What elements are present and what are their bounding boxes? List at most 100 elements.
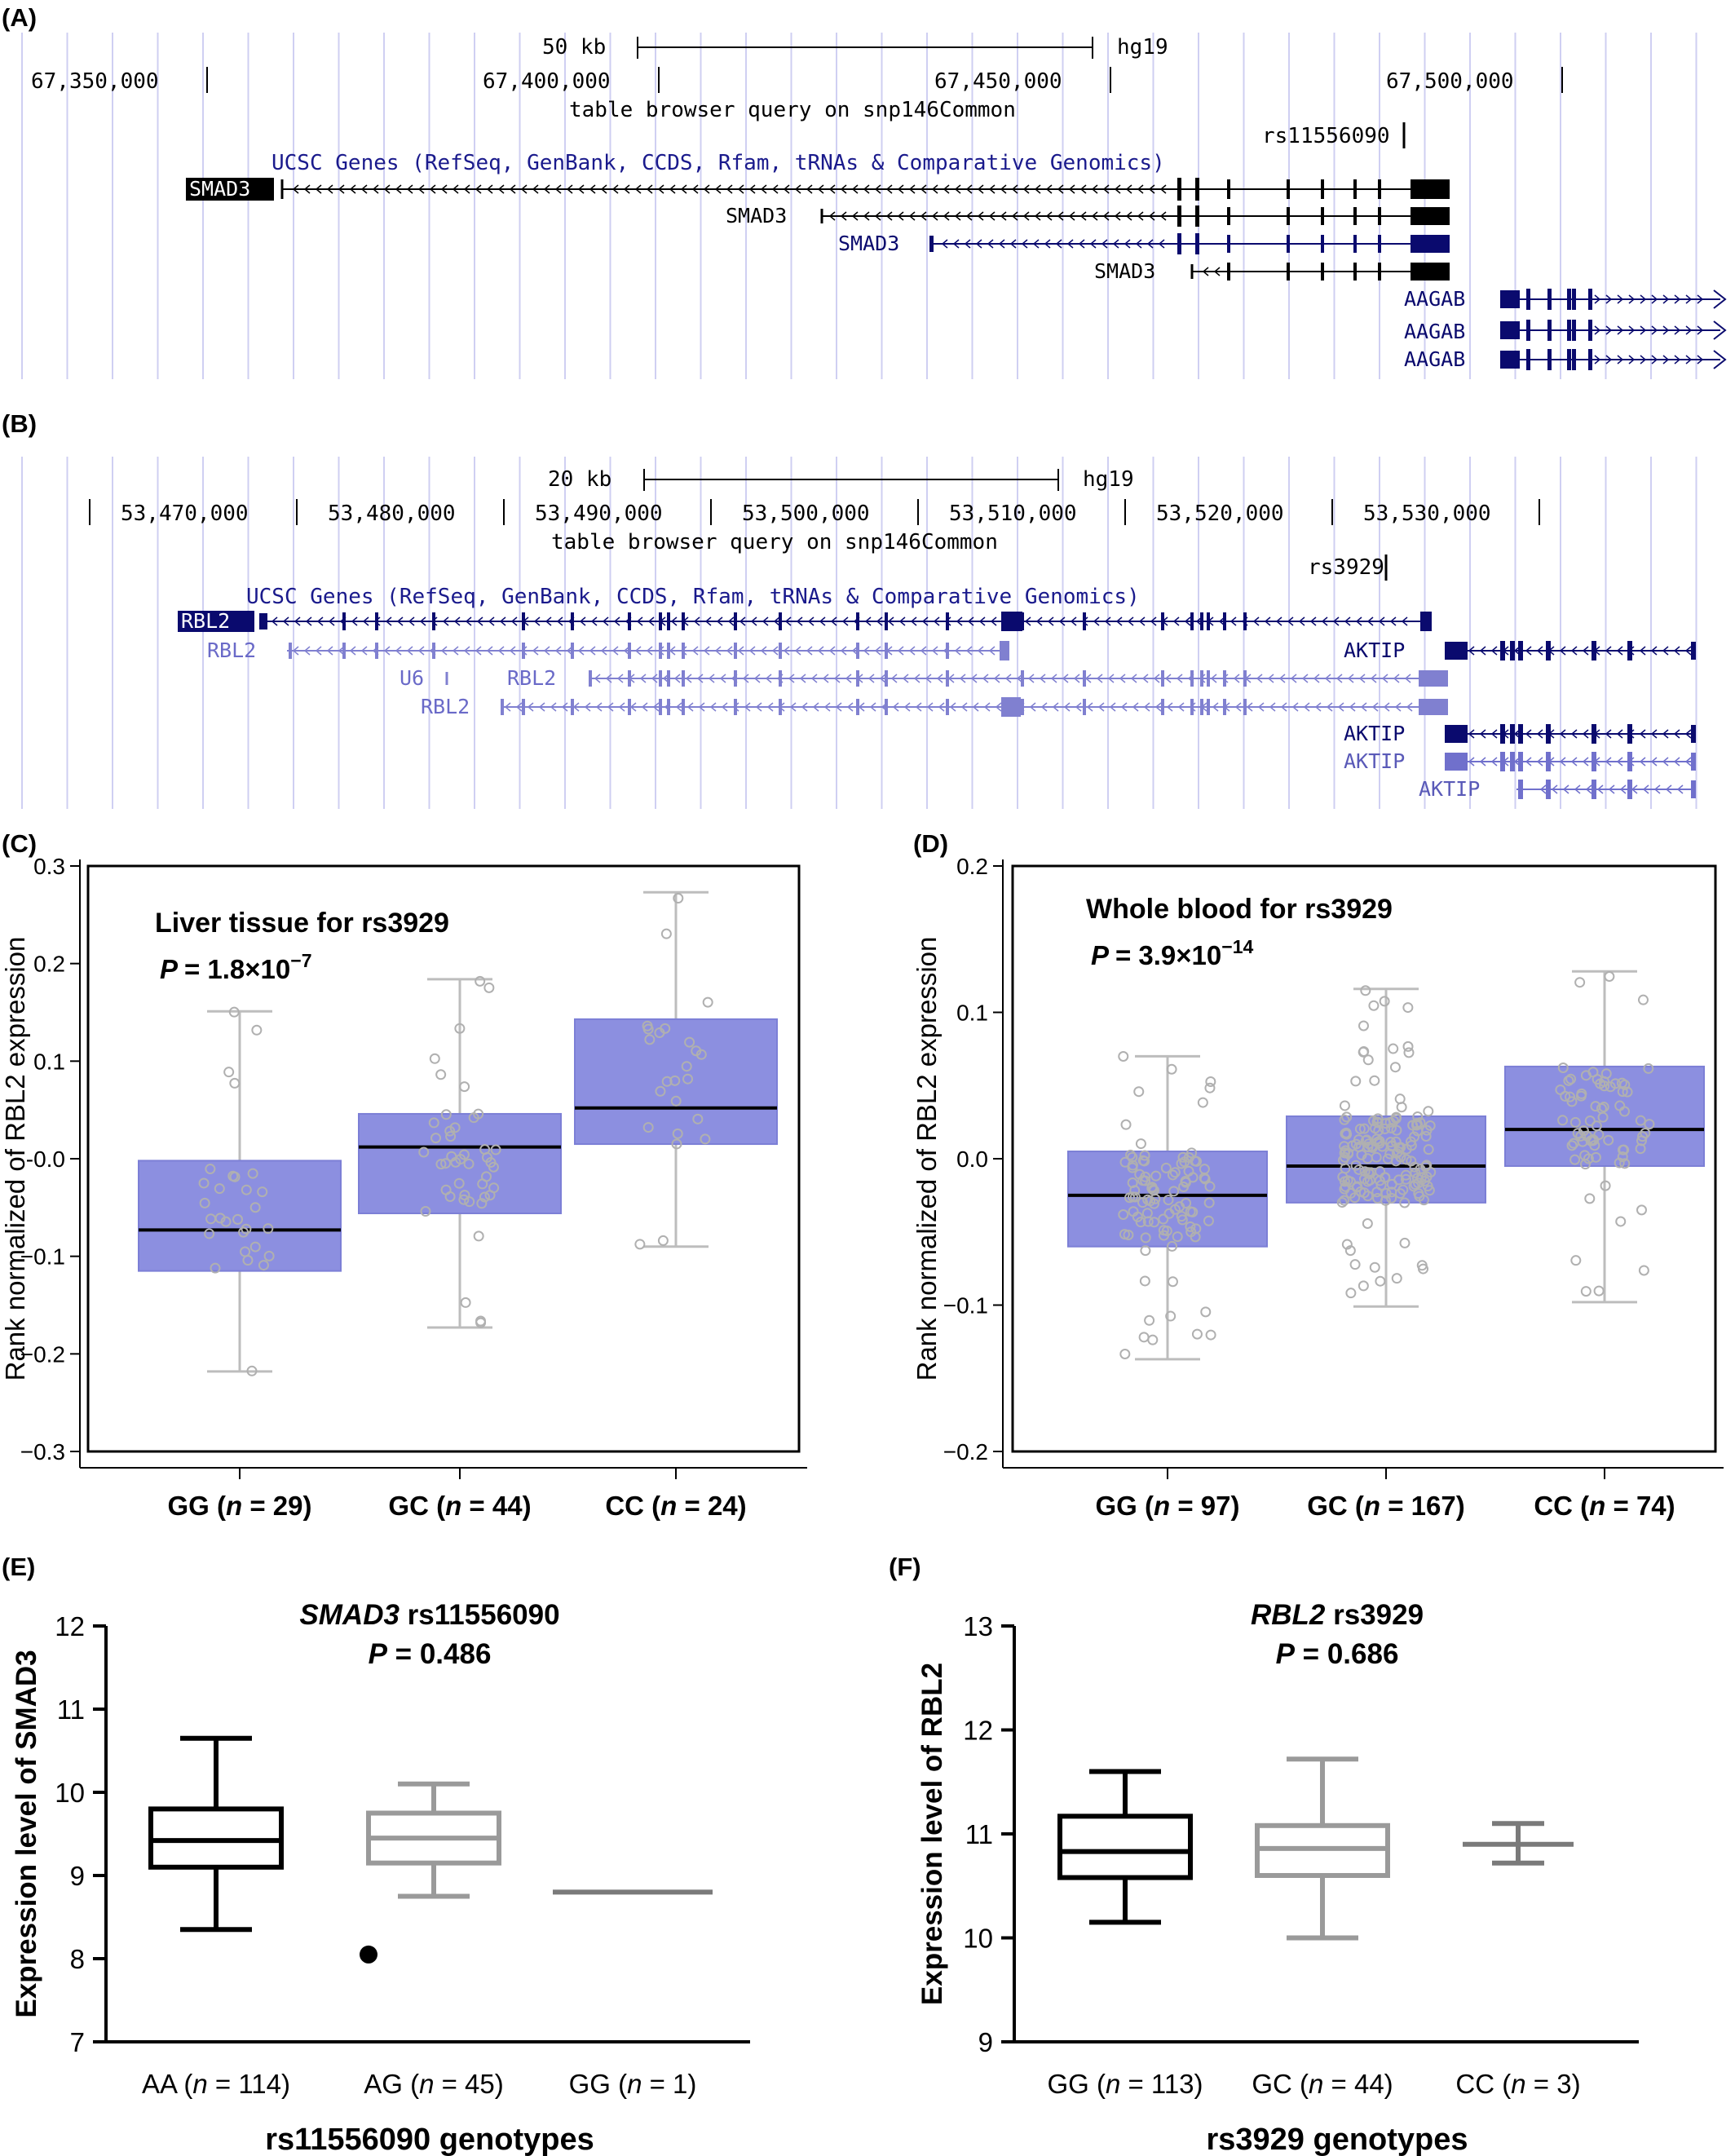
data-point <box>634 1239 646 1250</box>
gene-label-aktip-1: AKTIP <box>1344 638 1405 662</box>
data-point <box>669 1075 681 1086</box>
transcript-aktip-2[interactable] <box>1445 724 1696 744</box>
aagab-transcripts: AAGAB AAGAB AAGAB <box>1404 287 1727 371</box>
data-point <box>479 1191 490 1203</box>
data-point <box>1563 1075 1574 1086</box>
transcript-rbl2-4[interactable] <box>501 697 1448 717</box>
data-point <box>1149 1217 1160 1228</box>
data-point <box>1619 1158 1631 1169</box>
data-point <box>1169 1204 1181 1215</box>
data-point <box>1146 1182 1158 1193</box>
x-tick-label: GG (n = 97) <box>1096 1491 1240 1521</box>
data-point <box>1622 1086 1633 1098</box>
data-point <box>1167 1169 1178 1181</box>
transcript-rbl2-2[interactable] <box>287 641 1009 660</box>
data-point <box>228 1006 240 1018</box>
y-tick-label: 12 <box>963 1716 993 1746</box>
data-point <box>1614 1157 1625 1169</box>
data-point <box>1386 1178 1397 1190</box>
gene-label-rbl2-4: RBL2 <box>421 695 470 718</box>
data-point <box>1576 1088 1587 1099</box>
data-point <box>1569 1116 1581 1128</box>
data-point <box>463 1158 475 1169</box>
data-point <box>473 1108 484 1120</box>
transcript-smad3-4[interactable] <box>1190 263 1450 281</box>
data-point <box>232 1213 244 1225</box>
transcript-smad3-1[interactable] <box>280 178 1450 201</box>
transcript-aagab-3[interactable] <box>1500 349 1727 370</box>
transcript-rbl2-3[interactable] <box>589 670 1448 687</box>
transcript-smad3-3[interactable] <box>929 233 1450 254</box>
data-point <box>453 1177 465 1189</box>
data-point <box>671 1138 682 1150</box>
data-point <box>1147 1334 1159 1345</box>
data-point <box>435 1069 447 1080</box>
x-tick-label: GC (n = 44) <box>1252 2069 1393 2099</box>
box-3: GG (n = 1) <box>553 1889 713 2099</box>
panel-a-label: (A) <box>2 3 37 32</box>
scale-text-a: 50 kb <box>542 35 606 60</box>
panel-d-label: (D) <box>913 829 948 858</box>
data-point <box>1138 1332 1150 1343</box>
data-point <box>1637 994 1649 1005</box>
data-point <box>660 928 672 939</box>
y-tick-label: 9 <box>70 1861 85 1891</box>
transcript-smad3-2[interactable] <box>820 205 1450 227</box>
data-point <box>1399 1237 1411 1248</box>
data-point <box>1349 1259 1361 1270</box>
data-point <box>1565 1091 1576 1102</box>
position-b-2: 53,480,000 <box>328 501 456 526</box>
panel-e-label: (E) <box>2 1553 35 1581</box>
y-axis-label: Expression level of RBL2 <box>916 1663 948 2005</box>
data-point <box>1124 1192 1136 1204</box>
data-point <box>440 1158 452 1169</box>
data-point <box>1419 1161 1431 1173</box>
data-point <box>673 893 684 904</box>
data-point <box>1140 1245 1151 1257</box>
data-point <box>1369 1075 1380 1086</box>
data-point <box>1393 1146 1404 1157</box>
position-b-4: 53,500,000 <box>742 501 870 526</box>
gene-label-smad3-3: SMAD3 <box>838 232 899 255</box>
transcript-aktip-3[interactable] <box>1445 752 1696 771</box>
data-point <box>484 1190 496 1201</box>
data-point <box>1424 1120 1436 1131</box>
data-point <box>657 1235 669 1246</box>
panel-f-label: (F) <box>889 1553 921 1581</box>
data-point <box>1637 1131 1649 1142</box>
transcript-aktip-1[interactable] <box>1445 641 1696 660</box>
x-tick-label: GG (n = 29) <box>168 1491 312 1521</box>
data-point <box>1185 1226 1197 1238</box>
data-point <box>199 1197 210 1208</box>
gene-label-rbl2-1: RBL2 <box>181 609 230 633</box>
y-tick-label: 11 <box>965 1819 993 1849</box>
data-point <box>1354 1123 1366 1134</box>
x-axis-label: rs3929 genotypes <box>1206 2123 1468 2156</box>
data-point <box>1565 1073 1577 1085</box>
data-point <box>1372 1113 1384 1124</box>
panel-a-genome-browser: (A) 50 kb hg19 67,350,000 67,400,000 67,… <box>2 3 1735 379</box>
y-tick-label: 8 <box>70 1944 85 1974</box>
data-point <box>1339 1195 1350 1206</box>
data-point <box>1118 1209 1129 1221</box>
data-point <box>1600 1180 1611 1191</box>
position-b-5: 53,510,000 <box>949 501 1077 526</box>
data-point <box>1345 1288 1357 1299</box>
data-point <box>1399 1197 1411 1208</box>
transcript-aagab-2[interactable] <box>1500 320 1727 341</box>
data-point <box>1600 1068 1612 1080</box>
iqr-box <box>148 1806 284 1870</box>
transcript-aagab-1[interactable] <box>1500 289 1727 310</box>
iqr-box <box>574 1018 778 1146</box>
data-point <box>1127 1151 1138 1163</box>
data-point <box>1200 1306 1212 1318</box>
transcript-rbl2-1[interactable] <box>259 612 1432 631</box>
data-point <box>1415 1172 1427 1183</box>
p-value: P = 1.8×10−7 <box>160 950 312 984</box>
data-point <box>1400 1173 1411 1185</box>
data-point <box>1342 1175 1353 1186</box>
data-point <box>223 1067 235 1078</box>
data-point <box>1617 1151 1628 1163</box>
transcript-aktip-4[interactable] <box>1516 780 1696 799</box>
